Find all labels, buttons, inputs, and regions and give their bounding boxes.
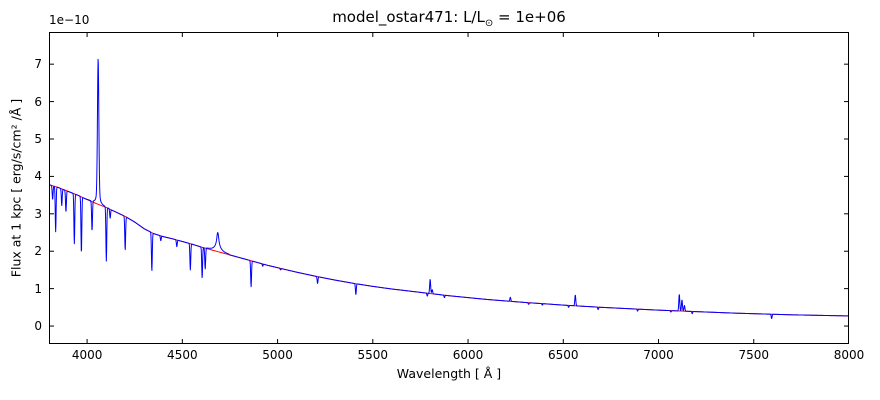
plot-title-suffix: = 1e+06 <box>493 8 566 26</box>
sun-symbol: ⊙ <box>484 18 494 29</box>
x-axis-label: Wavelength [ Å ] <box>396 366 502 381</box>
x-tick-label: 5500 <box>357 348 389 362</box>
x-tick-label: 8000 <box>833 348 865 362</box>
y-tick-label: 5 <box>34 131 42 146</box>
x-tick-label: 5000 <box>262 348 293 362</box>
x-tick-label: 6500 <box>548 348 579 362</box>
x-tick-label: 7000 <box>643 348 674 362</box>
y-tick-label: 4 <box>34 169 42 184</box>
x-tick-label: 6000 <box>452 348 484 362</box>
y-tick-label: 3 <box>34 206 42 221</box>
y-axis-offset-label: 1e−10 <box>49 13 90 27</box>
plot-title-text: model_ostar471: L/L <box>332 8 485 26</box>
y-tick-label: 0 <box>34 319 42 334</box>
x-tick-label: 7500 <box>738 348 770 362</box>
y-axis-label: Flux at 1 kpc [ erg/s/cm² /Å ] <box>8 98 24 278</box>
y-tick-label: 1 <box>34 281 42 296</box>
plot-title: model_ostar471: L/L⊙ = 1e+06 <box>49 8 849 29</box>
y-tick-label: 7 <box>34 57 42 72</box>
spectrum-line <box>49 58 849 320</box>
y-tick-label: 6 <box>34 94 42 109</box>
axes-frame <box>49 32 849 344</box>
y-tick-label: 2 <box>34 244 42 259</box>
x-tick-label: 4500 <box>167 348 198 362</box>
continuum-fit-line <box>49 184 849 317</box>
x-tick-label: 4000 <box>71 348 103 362</box>
plot-area <box>49 32 849 344</box>
